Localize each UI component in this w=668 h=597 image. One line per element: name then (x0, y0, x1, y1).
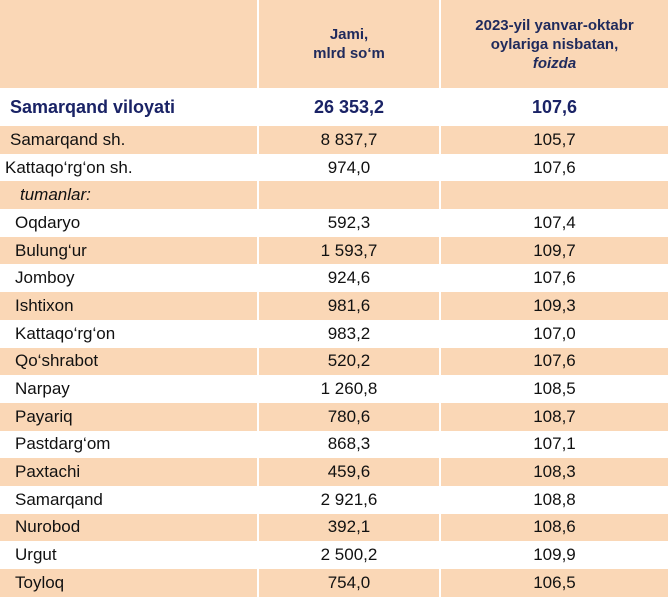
header-cell (0, 0, 258, 88)
percent-value: 108,7 (439, 402, 668, 431)
header-line: foizda (532, 54, 577, 72)
total-value: 983,2 (257, 319, 440, 348)
percent-value: 107,6 (439, 264, 668, 293)
table-row: Oqdaryo 592,3 107,4 (0, 209, 668, 237)
total-value: 592,3 (257, 209, 440, 237)
subheading-row: tumanlar: (0, 181, 668, 210)
region-name: Kattaqo‘rg‘on (15, 323, 116, 343)
percent-value: 108,3 (439, 458, 668, 486)
percent-value: 107,6 (439, 153, 668, 182)
total-value: 754,0 (257, 569, 440, 597)
table-row: Samarqand sh. 8 837,7 105,7 (0, 126, 668, 154)
percent-value: 107,0 (439, 319, 668, 348)
table-row: Nurobod 392,1 108,6 (0, 513, 668, 542)
total-value: 520,2 (257, 347, 440, 376)
region-name: Oqdaryo (15, 212, 81, 232)
region-name: Urgut (15, 545, 57, 565)
region-name: Bulung‘ur (0, 236, 258, 265)
header-line: Jami, (329, 26, 369, 43)
region-name: Narpay (15, 379, 70, 399)
region-name: Samarqand viloyati (10, 96, 176, 117)
total-value: 868,3 (257, 430, 440, 459)
total-value: 8 837,7 (257, 126, 440, 154)
table-row: Kattaqo‘rg‘on 983,2 107,0 (0, 319, 668, 348)
region-name: Jomboy (15, 268, 75, 288)
percent-value: 109,3 (439, 292, 668, 320)
table-row: Kattaqo‘rg‘on sh. 974,0 107,6 (0, 153, 668, 182)
table-row: Qo‘shrabot 520,2 107,6 (0, 347, 668, 376)
total-value: 2 921,6 (257, 485, 440, 514)
region-name: Kattaqo‘rg‘on sh. (5, 157, 133, 177)
region-name: Toyloq (0, 569, 258, 597)
percent-value: 108,8 (439, 485, 668, 514)
table-row: Toyloq 754,0 106,5 (0, 569, 668, 597)
total-value: 2 500,2 (257, 541, 440, 569)
region-name: Samarqand sh. (0, 126, 258, 154)
percent-value: 107,4 (439, 209, 668, 237)
table-row: Ishtixon 981,6 109,3 (0, 292, 668, 320)
header-line: 2023-yil yanvar-oktabr (475, 16, 634, 34)
table-row: Samarqand 2 921,6 108,8 (0, 485, 668, 514)
region-name: Payariq (0, 402, 258, 431)
total-value: 26 353,2 (257, 88, 440, 126)
percent-value: 107,6 (439, 88, 668, 126)
percent-value: 106,5 (439, 569, 668, 597)
percent-value: 105,7 (439, 126, 668, 154)
region-name: Ishtixon (0, 292, 258, 320)
total-value: 392,1 (257, 513, 440, 542)
percent-value: 109,9 (439, 541, 668, 569)
header-cell: 2023-yil yanvar-oktabr oylariga nisbatan… (439, 0, 668, 88)
region-name: Qo‘shrabot (0, 347, 258, 376)
table-row: Narpay 1 260,8 108,5 (0, 375, 668, 403)
table-row: Urgut 2 500,2 109,9 (0, 541, 668, 569)
total-value: 780,6 (257, 402, 440, 431)
table-row: Payariq 780,6 108,7 (0, 402, 668, 431)
subheading: tumanlar: (0, 181, 258, 210)
table-row: Samarqand viloyati 26 353,2 107,6 (0, 88, 668, 126)
empty-cell (439, 181, 668, 210)
percent-value: 108,6 (439, 513, 668, 542)
percent-value: 108,5 (439, 375, 668, 403)
total-value: 924,6 (257, 264, 440, 293)
region-name: Paxtachi (0, 458, 258, 486)
empty-cell (257, 181, 440, 210)
percent-value: 107,1 (439, 430, 668, 459)
header-row: Jami, mlrd so‘m 2023-yil yanvar-oktabr o… (0, 0, 668, 88)
table-row: Paxtachi 459,6 108,3 (0, 458, 668, 486)
table-row: Bulung‘ur 1 593,7 109,7 (0, 236, 668, 265)
region-name: Samarqand (15, 489, 103, 509)
table-row: Jomboy 924,6 107,6 (0, 264, 668, 293)
header-line: mlrd so‘m (313, 45, 385, 62)
total-value: 981,6 (257, 292, 440, 320)
total-value: 1 593,7 (257, 236, 440, 265)
total-value: 1 260,8 (257, 375, 440, 403)
region-name: Pastdarg‘om (15, 434, 111, 454)
total-value: 974,0 (257, 153, 440, 182)
total-value: 459,6 (257, 458, 440, 486)
percent-value: 109,7 (439, 236, 668, 265)
table-row: Pastdarg‘om 868,3 107,1 (0, 430, 668, 459)
header-cell: Jami, mlrd so‘m (257, 0, 440, 88)
region-name: Nurobod (0, 513, 258, 542)
header-line: oylariga nisbatan, (490, 35, 619, 53)
percent-value: 107,6 (439, 347, 668, 376)
